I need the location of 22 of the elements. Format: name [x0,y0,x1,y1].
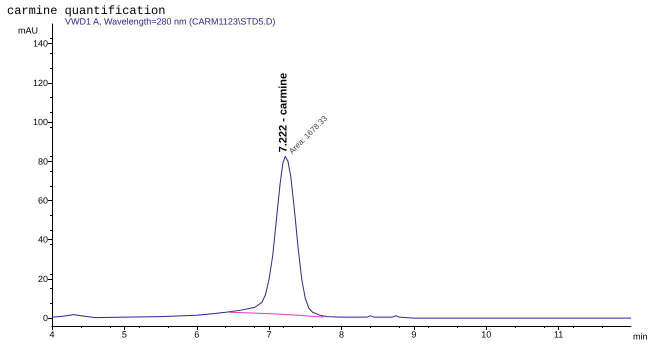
x-tick-label: 6 [194,330,200,340]
y-tick-label: 140 [32,38,48,49]
x-tick-label: 11 [554,330,564,340]
y-tick-label: 40 [38,234,48,245]
x-tick-label: 10 [481,330,492,340]
y-tick-label: 20 [38,274,48,284]
annotation: 7.222 - carmine [278,72,290,152]
y-tick-label: 80 [38,156,48,166]
chart-title: carmine quantification [7,4,166,18]
chart-subtitle: VWD1 A, Wavelength=280 nm (CARM1123\STD5.D) [65,16,276,26]
x-tick-label: 5 [122,330,127,340]
x-tick-label: 4 [49,330,55,340]
y-tick-label: 120 [32,78,48,88]
y-tick-label: 100 [32,117,48,128]
y-axis-title: mAU [18,26,38,36]
y-tick-label: 60 [38,195,48,206]
x-tick-label: 8 [338,330,344,340]
line-series [52,156,632,319]
x-axis-title: min [633,332,648,342]
x-tick-label: 9 [411,330,416,340]
x-tick-label: 7 [266,330,272,340]
y-tick-label: 0 [42,313,48,324]
